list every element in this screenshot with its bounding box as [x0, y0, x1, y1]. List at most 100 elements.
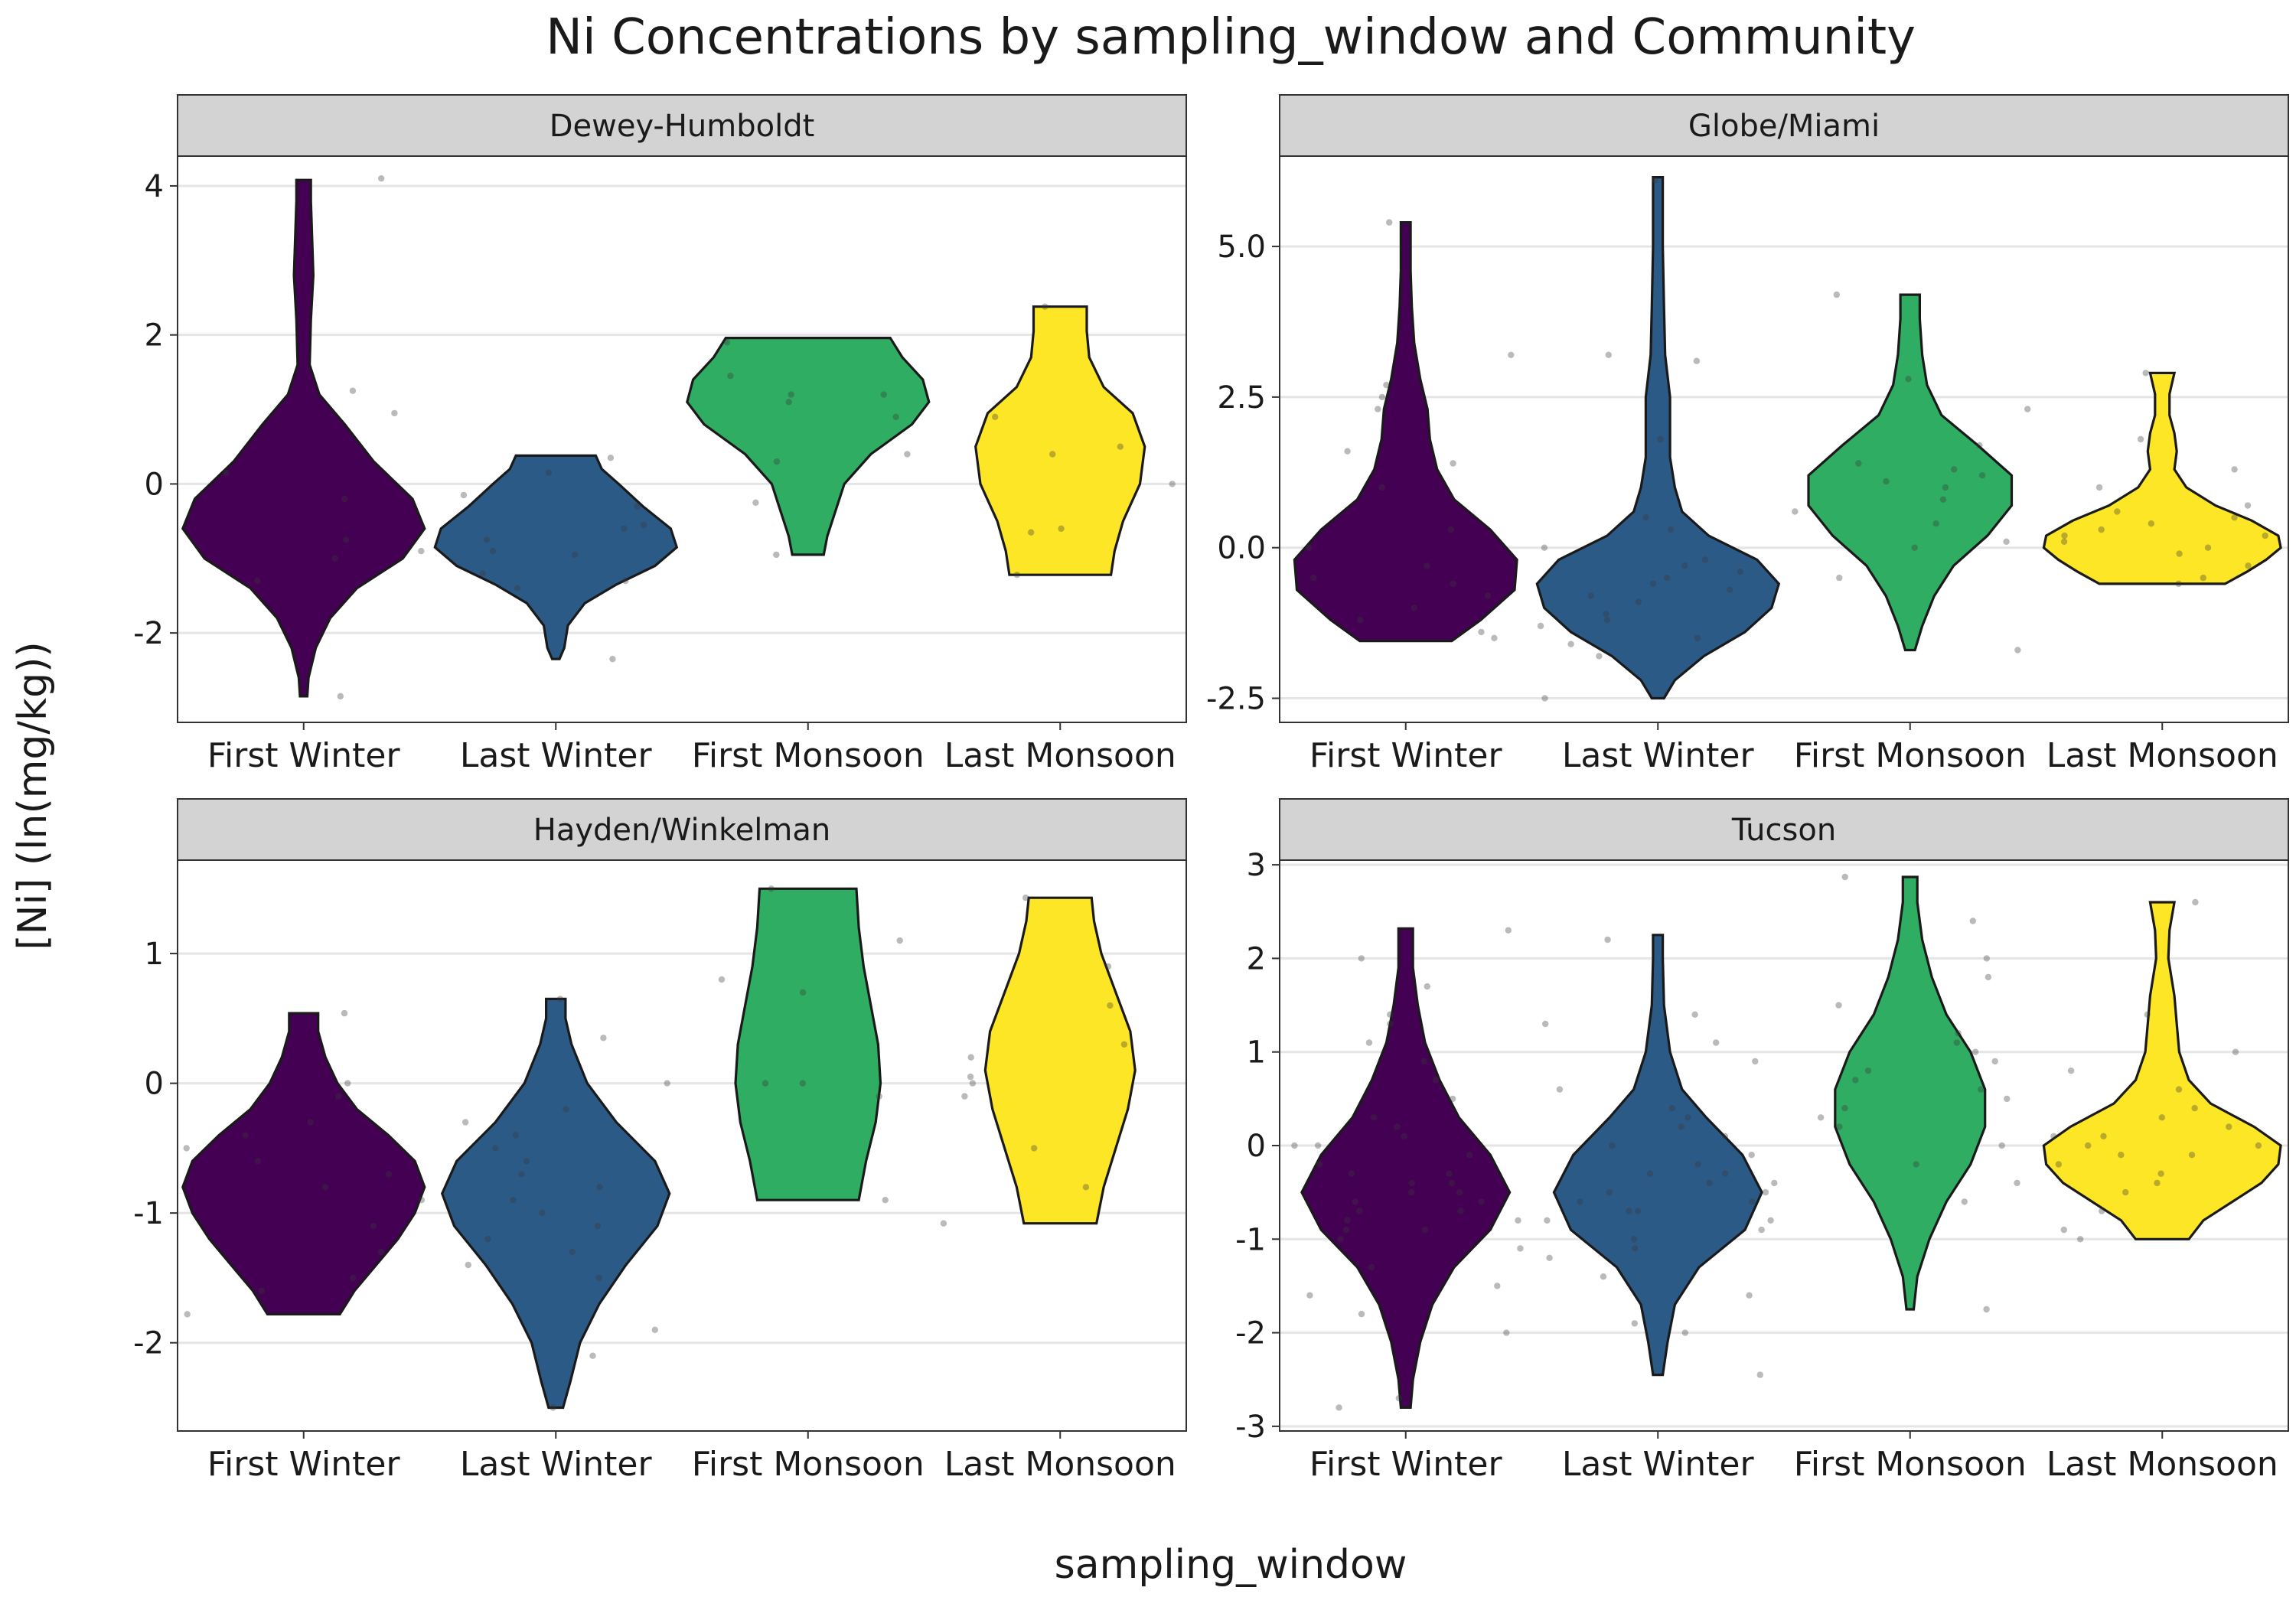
y-tick-label: 0	[145, 1067, 164, 1102]
panel-border-hayden-winkelman	[177, 859, 1187, 1432]
data-point	[183, 1145, 190, 1152]
data-point	[1792, 508, 1799, 515]
data-point	[418, 1197, 425, 1204]
x-tick-label-last-monsoon: Last Monsoon	[2047, 736, 2278, 775]
data-point	[1457, 1208, 1464, 1214]
data-point	[1721, 1133, 1729, 1140]
data-point	[2085, 1142, 2092, 1149]
data-point	[768, 885, 775, 892]
data-point	[1456, 1188, 1463, 1196]
data-point	[2061, 532, 2068, 539]
data-point	[1358, 955, 1365, 962]
data-point	[634, 503, 641, 510]
data-point	[1631, 1320, 1638, 1327]
data-point	[967, 1054, 974, 1061]
data-point	[1634, 1208, 1642, 1214]
data-point	[1368, 1263, 1375, 1271]
data-point	[1348, 1170, 1355, 1177]
data-point	[1746, 1292, 1753, 1299]
data-point	[788, 391, 794, 398]
data-point	[307, 1119, 314, 1126]
data-point	[1450, 580, 1457, 588]
data-point	[595, 1274, 602, 1282]
x-tick-label-first-winter: First Winter	[1309, 1445, 1503, 1484]
data-point	[1028, 529, 1035, 536]
data-point	[341, 1009, 348, 1017]
data-point	[1478, 628, 1485, 636]
panel-hayden-winkelman: Hayden/Winkelman -2 -1 0 1 First Winter Last W…	[133, 798, 1187, 1484]
data-point	[1604, 936, 1611, 944]
data-point	[523, 1158, 530, 1165]
x-tick-label-last-winter: Last Winter	[460, 1445, 653, 1484]
data-point	[2232, 1048, 2239, 1055]
data-point	[1082, 1184, 1090, 1191]
data-point	[563, 1106, 569, 1113]
data-point	[1306, 1292, 1313, 1299]
data-point	[1120, 1041, 1128, 1048]
data-point	[1370, 1114, 1378, 1121]
data-point	[967, 1073, 974, 1081]
data-point	[1587, 592, 1595, 599]
data-point	[2060, 1226, 2067, 1234]
data-point	[1378, 393, 1386, 401]
data-point	[1508, 351, 1515, 358]
data-point	[510, 1197, 517, 1204]
data-point	[727, 373, 734, 380]
data-point	[512, 1132, 520, 1139]
data-point	[607, 455, 615, 461]
data-point	[1932, 520, 1939, 527]
data-point	[539, 1210, 546, 1217]
data-point	[1609, 1142, 1616, 1149]
data-point	[1169, 481, 1176, 487]
data-point	[1049, 451, 1056, 458]
x-tick-label-first-monsoon: First Monsoon	[1794, 1445, 2027, 1484]
data-point	[1387, 1011, 1394, 1019]
data-point	[2077, 1236, 2084, 1243]
data-point	[1998, 1142, 2005, 1149]
violin-globe-miami-last-monsoon	[2042, 371, 2282, 585]
data-point	[1632, 1245, 1639, 1252]
data-point	[1411, 605, 1418, 611]
violin-hayden-winkelman-first-winter	[181, 1012, 426, 1315]
x-tick-label-first-monsoon: First Monsoon	[1794, 736, 2027, 775]
data-point	[2098, 526, 2105, 533]
data-point	[370, 1222, 377, 1230]
data-point	[2255, 1142, 2262, 1149]
panel-border-tucson	[1279, 859, 2289, 1432]
data-point	[550, 1404, 556, 1411]
data-point	[2191, 1104, 2198, 1112]
data-point	[1649, 580, 1657, 588]
data-point	[1058, 525, 1065, 532]
data-point	[343, 536, 350, 543]
data-point	[1448, 1179, 1456, 1187]
data-point	[223, 469, 230, 476]
y-tick-label: 0.0	[1217, 531, 1266, 566]
data-point	[904, 451, 911, 458]
facet-panels: Dewey-Humboldt -2 0 2 4 First Winter Last Wint…	[133, 94, 2289, 1484]
data-point	[1942, 484, 1949, 491]
data-point	[1855, 460, 1862, 467]
facet-strip-hayden-winkelman	[177, 798, 1187, 861]
data-point	[1762, 1188, 1769, 1196]
data-point	[1344, 1217, 1351, 1224]
data-point	[1985, 973, 1992, 981]
data-point	[1577, 1198, 1583, 1205]
data-point	[1694, 1161, 1701, 1168]
data-point	[2067, 1068, 2075, 1074]
data-point	[2050, 1133, 2057, 1140]
data-point	[2004, 1095, 2011, 1103]
y-tick-label: 1	[145, 937, 164, 972]
x-tick-label-first-monsoon: First Monsoon	[692, 736, 925, 775]
data-point	[349, 387, 357, 394]
data-point	[1841, 1104, 1848, 1112]
data-point	[1022, 895, 1029, 901]
data-point	[484, 1235, 491, 1243]
data-point	[2200, 574, 2206, 582]
data-point	[1424, 983, 1431, 990]
data-point	[2099, 1208, 2105, 1214]
data-point	[1505, 927, 1512, 934]
data-point	[2231, 514, 2238, 521]
violin-dewey-humboldt-last-winter	[433, 454, 679, 660]
data-point	[2095, 484, 2103, 491]
data-point	[2137, 435, 2144, 443]
